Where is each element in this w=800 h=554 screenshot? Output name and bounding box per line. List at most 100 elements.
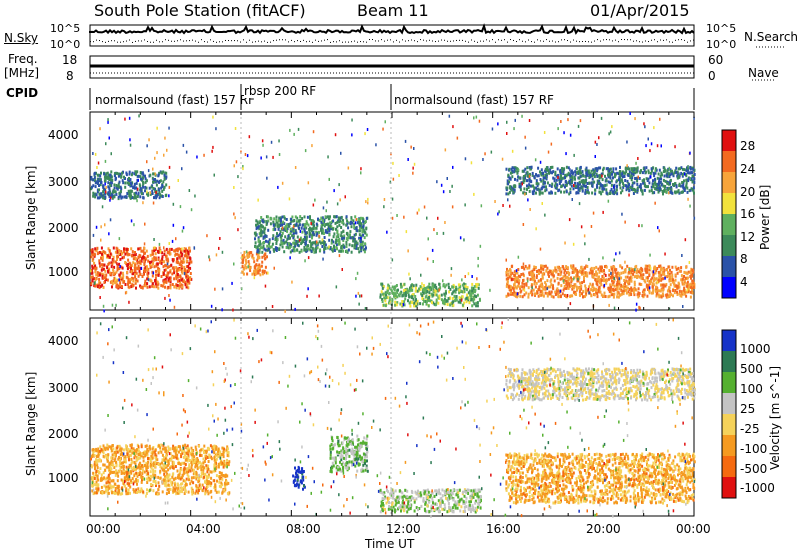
heatmap-cell <box>578 176 581 180</box>
heatmap-cell <box>455 288 458 291</box>
heatmap-cell <box>182 143 185 147</box>
heatmap-cell <box>605 281 608 285</box>
heatmap-cell <box>360 246 363 250</box>
heatmap-cell <box>568 192 571 196</box>
heatmap-cell <box>156 151 158 155</box>
nsearch-dot <box>690 40 691 42</box>
heatmap-cell <box>607 286 610 290</box>
heatmap-cell <box>166 251 169 254</box>
heatmap-cell <box>134 170 137 174</box>
heatmap-cell <box>693 181 696 184</box>
heatmap-cell <box>298 219 300 223</box>
heatmap-cell <box>139 284 142 288</box>
heatmap-cell <box>97 182 99 185</box>
heatmap-cell <box>572 267 575 271</box>
heatmap-cell <box>298 223 301 227</box>
heatmap-cell <box>321 245 324 248</box>
heatmap-cell <box>429 288 432 292</box>
heatmap-cell <box>514 293 517 297</box>
heatmap-cell <box>169 276 172 280</box>
heatmap-cell <box>134 196 137 200</box>
heatmap-cell <box>274 227 277 231</box>
heatmap-cell <box>136 261 139 265</box>
nsearch-dot <box>405 40 406 42</box>
heatmap-cell <box>141 275 144 278</box>
heatmap-cell <box>647 177 650 181</box>
heatmap-cell <box>260 156 262 160</box>
heatmap-cell <box>627 173 630 177</box>
heatmap-cell <box>582 295 585 299</box>
heatmap-cell <box>559 267 562 271</box>
heatmap-cell <box>455 295 458 298</box>
heatmap-cell <box>96 188 99 192</box>
heatmap-cell <box>356 221 359 225</box>
heatmap-cell <box>507 269 510 273</box>
heatmap-cell <box>645 177 648 181</box>
heatmap-cell <box>365 216 368 220</box>
heatmap-cell <box>125 290 128 294</box>
heatmap-cell <box>476 282 479 286</box>
heatmap-cell <box>90 248 93 252</box>
heatmap-cell <box>447 286 450 289</box>
heatmap-cell <box>654 187 657 191</box>
heatmap-cell <box>281 226 284 230</box>
heatmap-cell <box>257 225 260 229</box>
heatmap-cell <box>583 279 585 283</box>
heatmap-cell <box>635 271 638 275</box>
heatmap-cell <box>99 281 102 285</box>
heatmap-cell <box>142 176 145 180</box>
heatmap-cell <box>334 221 337 225</box>
heatmap-cell <box>309 248 312 252</box>
heatmap-cell <box>340 226 343 229</box>
heatmap-cell <box>413 147 415 150</box>
heatmap-cell <box>324 243 327 247</box>
heatmap-cell <box>344 195 346 199</box>
heatmap-cell <box>257 256 260 260</box>
heatmap-cell <box>179 268 182 272</box>
heatmap-cell <box>150 260 153 264</box>
heatmap-cell <box>438 288 440 292</box>
heatmap-cell <box>99 174 102 178</box>
heatmap-cell <box>295 240 298 243</box>
nsearch-dot <box>369 39 370 41</box>
heatmap-cell <box>518 176 521 180</box>
heatmap-cell <box>203 153 205 157</box>
freq-top-tick: 18 <box>62 53 78 67</box>
heatmap-cell <box>465 300 468 304</box>
heatmap-cell <box>335 238 338 242</box>
heatmap-cell <box>128 116 131 120</box>
nsky-line <box>89 23 695 35</box>
nsearch-dot <box>186 40 187 42</box>
heatmap-cell <box>408 295 411 299</box>
heatmap-cell <box>524 146 527 150</box>
heatmap-cell <box>178 285 181 289</box>
heatmap-cell <box>100 171 102 175</box>
heatmap-cell <box>621 212 623 216</box>
heatmap-cell <box>445 299 448 303</box>
heatmap-cell <box>247 265 249 269</box>
heatmap-cell <box>636 276 638 279</box>
heatmap-cell <box>340 151 342 155</box>
heatmap-cell <box>126 267 129 271</box>
heatmap-cell <box>165 175 168 179</box>
heatmap-cell <box>161 284 164 288</box>
heatmap-cell <box>185 285 188 289</box>
heatmap-cell <box>637 295 640 299</box>
heatmap-cell <box>105 273 108 277</box>
heatmap-cell <box>122 181 125 185</box>
heatmap-cell <box>463 238 465 242</box>
heatmap-cell <box>674 278 677 282</box>
heatmap-cell <box>634 265 637 269</box>
heatmap-cell <box>593 175 596 179</box>
heatmap-cell <box>283 216 286 220</box>
heatmap-cell <box>507 198 509 202</box>
nsearch-dot <box>285 39 286 41</box>
heatmap-cell <box>122 274 125 278</box>
heatmap-cell <box>360 167 362 171</box>
nsearch-dot <box>333 41 334 43</box>
heatmap-cell <box>318 230 320 234</box>
heatmap-cell <box>612 281 615 285</box>
heatmap-cell <box>163 185 166 189</box>
nsearch-dot <box>240 41 241 43</box>
heatmap-cell <box>121 256 124 260</box>
